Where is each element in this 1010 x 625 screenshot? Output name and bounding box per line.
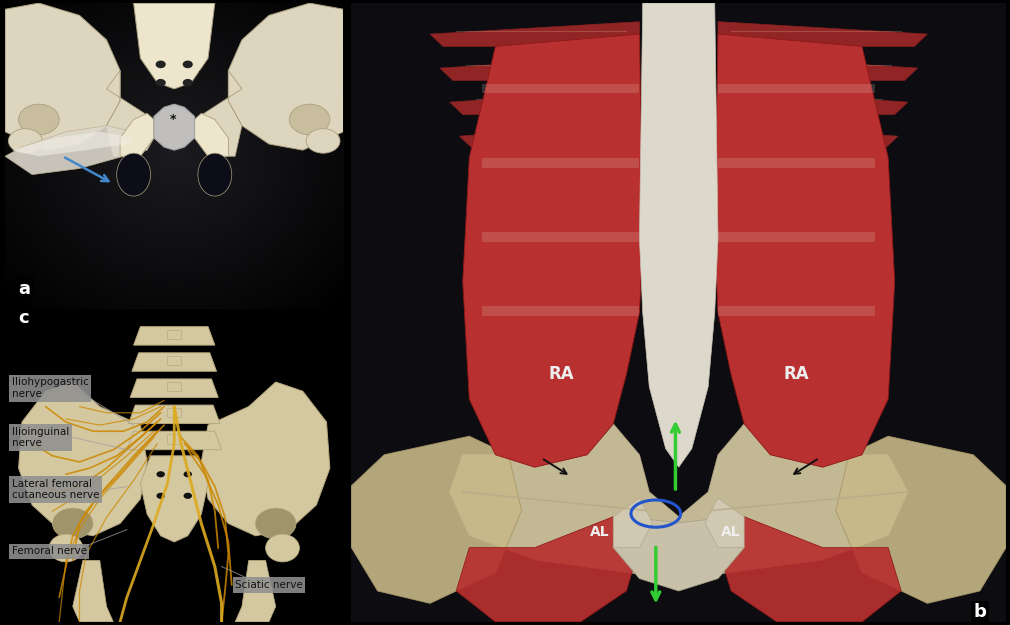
Ellipse shape bbox=[256, 508, 296, 539]
Ellipse shape bbox=[53, 508, 93, 539]
Polygon shape bbox=[731, 158, 888, 182]
Polygon shape bbox=[718, 517, 901, 622]
Text: c: c bbox=[18, 309, 29, 327]
Polygon shape bbox=[73, 561, 113, 622]
Polygon shape bbox=[235, 561, 276, 622]
Ellipse shape bbox=[157, 471, 165, 478]
Text: Sciatic nerve: Sciatic nerve bbox=[235, 580, 303, 590]
Polygon shape bbox=[140, 456, 208, 542]
Polygon shape bbox=[483, 306, 639, 316]
Polygon shape bbox=[107, 71, 154, 156]
Polygon shape bbox=[449, 424, 908, 579]
Polygon shape bbox=[483, 232, 639, 242]
Text: *: * bbox=[170, 113, 176, 126]
Text: PB: PB bbox=[123, 69, 144, 84]
Polygon shape bbox=[460, 124, 629, 149]
Text: Ilioinguinal
nerve: Ilioinguinal nerve bbox=[12, 427, 69, 448]
Polygon shape bbox=[12, 132, 133, 156]
Ellipse shape bbox=[49, 534, 83, 562]
Text: Femoral nerve: Femoral nerve bbox=[12, 546, 87, 556]
Polygon shape bbox=[154, 104, 195, 150]
Polygon shape bbox=[168, 434, 181, 444]
Polygon shape bbox=[130, 379, 218, 398]
Text: AL: AL bbox=[591, 525, 610, 539]
Polygon shape bbox=[127, 431, 221, 449]
Polygon shape bbox=[168, 356, 181, 365]
Polygon shape bbox=[715, 34, 895, 467]
Ellipse shape bbox=[156, 79, 166, 87]
Ellipse shape bbox=[8, 129, 42, 153]
Text: PB: PB bbox=[198, 69, 218, 84]
Polygon shape bbox=[705, 498, 744, 548]
Polygon shape bbox=[430, 22, 639, 46]
Polygon shape bbox=[195, 71, 242, 156]
Ellipse shape bbox=[184, 471, 192, 478]
Polygon shape bbox=[479, 192, 623, 217]
Ellipse shape bbox=[183, 79, 193, 87]
Polygon shape bbox=[5, 3, 120, 150]
Polygon shape bbox=[168, 330, 181, 339]
Polygon shape bbox=[128, 405, 220, 424]
Polygon shape bbox=[168, 408, 181, 418]
Polygon shape bbox=[133, 3, 215, 89]
Polygon shape bbox=[639, 3, 718, 263]
Polygon shape bbox=[718, 22, 927, 46]
Polygon shape bbox=[728, 124, 898, 149]
Polygon shape bbox=[483, 158, 639, 168]
Ellipse shape bbox=[156, 61, 166, 68]
Polygon shape bbox=[449, 90, 633, 114]
Polygon shape bbox=[724, 90, 908, 114]
Polygon shape bbox=[718, 232, 875, 242]
Text: b: b bbox=[974, 603, 987, 621]
Ellipse shape bbox=[289, 104, 330, 135]
Polygon shape bbox=[613, 517, 744, 591]
Ellipse shape bbox=[18, 104, 60, 135]
Text: RA: RA bbox=[548, 366, 574, 383]
Text: AL: AL bbox=[721, 525, 741, 539]
Ellipse shape bbox=[266, 534, 299, 562]
Polygon shape bbox=[439, 56, 636, 81]
Polygon shape bbox=[5, 126, 154, 174]
Polygon shape bbox=[718, 84, 875, 94]
Ellipse shape bbox=[198, 153, 231, 196]
Polygon shape bbox=[195, 113, 228, 156]
Polygon shape bbox=[201, 382, 330, 536]
Ellipse shape bbox=[157, 492, 165, 499]
Text: Lateral femoral
cutaneous nerve: Lateral femoral cutaneous nerve bbox=[12, 479, 99, 501]
Polygon shape bbox=[133, 327, 215, 345]
Polygon shape bbox=[718, 306, 875, 316]
Polygon shape bbox=[168, 382, 181, 391]
Ellipse shape bbox=[117, 153, 150, 196]
Text: Iliohypogastric
nerve: Iliohypogastric nerve bbox=[12, 378, 89, 399]
Polygon shape bbox=[718, 158, 875, 168]
Polygon shape bbox=[132, 352, 216, 371]
Polygon shape bbox=[228, 3, 343, 150]
Polygon shape bbox=[613, 498, 652, 548]
Polygon shape bbox=[483, 84, 639, 94]
Polygon shape bbox=[457, 517, 639, 622]
Polygon shape bbox=[639, 3, 718, 468]
Ellipse shape bbox=[184, 492, 192, 499]
Ellipse shape bbox=[183, 61, 193, 68]
Polygon shape bbox=[120, 113, 154, 156]
Text: RA: RA bbox=[784, 366, 809, 383]
Polygon shape bbox=[463, 34, 642, 467]
Text: a: a bbox=[18, 280, 30, 298]
Polygon shape bbox=[721, 56, 918, 81]
Polygon shape bbox=[734, 192, 879, 217]
Ellipse shape bbox=[306, 129, 340, 153]
Polygon shape bbox=[18, 382, 147, 536]
Polygon shape bbox=[836, 436, 1006, 603]
Polygon shape bbox=[351, 436, 521, 603]
Polygon shape bbox=[470, 158, 626, 182]
